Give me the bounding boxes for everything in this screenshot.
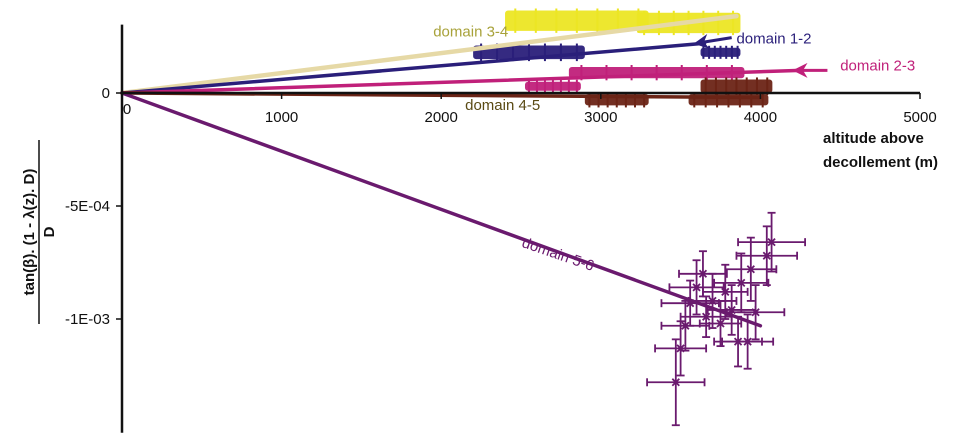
y-axis-title: tan(β). (1 - λ(z). D) D [21,140,58,324]
domain-label: domain 1-2 [736,30,811,47]
error-point [721,313,775,370]
error-point [735,225,799,287]
trend-line [120,68,803,95]
x-tick-label: 0 [123,101,131,118]
domain-label: domain 2-3 [840,57,915,74]
error-point [737,211,806,273]
error-point [646,338,706,427]
domain-label: domain 3-4 [433,24,508,41]
trend-line [119,13,739,96]
error-point [713,252,770,314]
x-tick-label: 1000 [265,109,298,126]
x-tick-label: 3000 [584,109,617,126]
error-point [687,272,738,329]
trend-lines [119,13,803,328]
y-tick-label: -5E-04 [65,198,110,215]
error-point [698,300,743,348]
trend-line [120,91,763,328]
error-point [668,259,725,316]
axes [120,24,920,433]
domain-label: domain 4-5 [465,97,540,114]
x-tick-label: 5000 [903,109,936,126]
x-axis-title-line1: altitude above [823,130,924,147]
label-arrow [693,33,732,49]
y-tick-label: 0 [102,85,110,102]
x-tick-label: 2000 [425,109,458,126]
domain-label: domain 5-6 [520,234,596,275]
y-tick-label: -1E-03 [65,311,110,328]
error-point [654,320,708,377]
y-axis-title-denominator: D [41,226,58,237]
error-point [724,236,778,302]
trend-line [120,41,707,95]
error-bar-points [646,211,806,427]
tick-marks: 0 1000 2000 3000 4000 5000 0 -5E-04 -1E-03 [65,85,937,328]
y-axis-title-numerator: tan(β). (1 - λ(z). D) [21,169,38,296]
x-tick-label: 4000 [744,109,777,126]
x-axis-title-line2: decollement (m) [823,154,938,171]
error-point [725,284,786,341]
error-point [660,300,711,352]
